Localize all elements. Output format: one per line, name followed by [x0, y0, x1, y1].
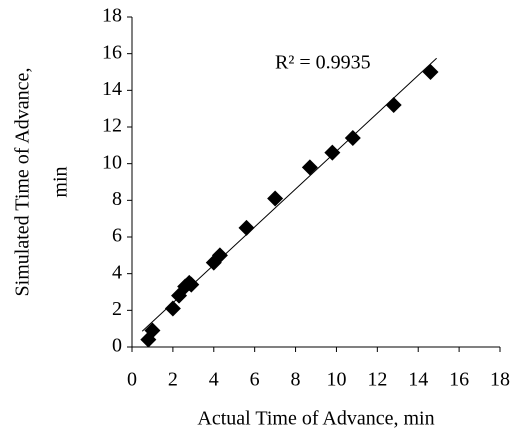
y-tick-label: 8 — [112, 188, 122, 210]
marker — [164, 300, 181, 317]
marker — [211, 247, 228, 264]
y-tick-label: 0 — [112, 335, 122, 357]
x-axis-label: Actual Time of Advance, min — [197, 408, 434, 430]
y-axis-label-group: Simulated Time of Advance, min — [12, 68, 72, 297]
y-tick-label: 14 — [102, 78, 122, 100]
y-tick-label: 6 — [112, 225, 122, 247]
y-tick-label: 4 — [112, 261, 122, 283]
x-tick-label: 14 — [408, 369, 428, 391]
marker — [144, 322, 161, 339]
x-tick-label: 4 — [209, 369, 219, 391]
x-tick-label: 16 — [449, 369, 469, 391]
x-tick-label: 6 — [250, 369, 260, 391]
r-squared-annotation: R² = 0.9935 — [275, 52, 371, 74]
y-axis-label: Simulated Time of Advance, — [12, 68, 34, 297]
x-tick-label: 0 — [127, 369, 137, 391]
marker — [422, 64, 439, 80]
y-axis-label: min — [50, 166, 72, 197]
marker — [183, 276, 200, 293]
y-tick-label: 12 — [102, 115, 122, 137]
marker — [301, 159, 318, 176]
x-tick-label: 12 — [367, 369, 387, 391]
marker — [205, 254, 222, 271]
y-tick-label: 16 — [102, 41, 122, 63]
x-tick-label: 8 — [291, 369, 301, 391]
x-tick-label: 18 — [490, 369, 510, 391]
y-tick-label: 18 — [102, 5, 122, 27]
y-tick-label: 2 — [112, 298, 122, 320]
marker — [385, 97, 402, 113]
marker — [267, 190, 284, 207]
marker — [344, 130, 361, 146]
marker — [324, 144, 341, 161]
x-tick-label: 10 — [326, 369, 346, 391]
y-tick-label: 10 — [102, 151, 122, 173]
x-tick-label: 2 — [168, 369, 178, 391]
marker — [238, 219, 255, 236]
